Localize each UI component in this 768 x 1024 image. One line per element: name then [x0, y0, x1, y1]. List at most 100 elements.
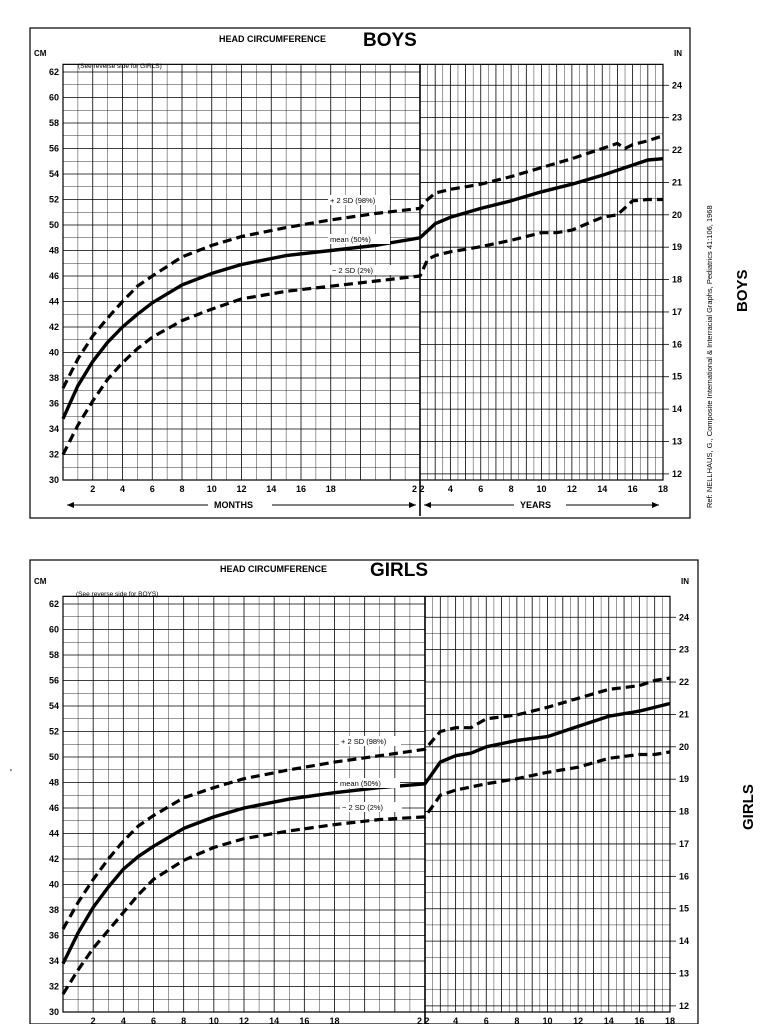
girls-in-tick-label: 18	[679, 807, 689, 817]
boys-month-tick-label: 18	[326, 484, 336, 494]
boys-cm-tick-label: 34	[49, 424, 59, 434]
boys-series-minus-2sd	[61, 197, 663, 456]
girls-cm-tick-label: 50	[49, 752, 59, 762]
boys-cm-tick-label: 62	[49, 67, 59, 77]
girls-cm-tick-label: 30	[49, 1007, 59, 1017]
boys-series-mean	[61, 157, 664, 420]
boys-side-label: BOYS	[734, 269, 751, 312]
girls-reverse-note: (See reverse side for BOYS)	[76, 591, 158, 598]
girls-year-tick-label: 6	[484, 1016, 489, 1024]
boys-in-tick-label: 16	[672, 339, 682, 349]
girls-month-tick-label: 14	[269, 1016, 279, 1024]
girls-title-prefix: HEAD CIRCUMFERENCE	[220, 564, 327, 574]
girls-right-unit: IN	[681, 577, 689, 586]
boys-series-plus-2sd	[61, 134, 664, 389]
boys-in-tick-label: 20	[672, 210, 682, 220]
boys-year-tick-label: 10	[536, 484, 546, 494]
boys-cm-tick-label: 32	[49, 450, 59, 460]
boys-cm-tick-label: 44	[49, 297, 59, 307]
girls-cm-tick-label: 40	[49, 880, 59, 890]
boys-year-tick-label: 8	[509, 484, 514, 494]
girls-cm-tick-label: 58	[49, 650, 59, 660]
boys-in-tick-label: 15	[672, 372, 682, 382]
boys-right-unit: IN	[674, 49, 682, 58]
boys-head-circumference-chart: HEAD CIRCUMFERENCE BOYS (See reverse sid…	[29, 27, 691, 519]
boys-outer-frame	[29, 27, 691, 519]
boys-cm-tick-label: 36	[49, 399, 59, 409]
boys-cm-ticks: 30 32 34 36 38 40 42 44 46 48 50 52 54 56 58 60 62	[49, 67, 59, 485]
boys-in-tick-label: 18	[672, 275, 682, 285]
boys-months-label: MONTHS	[214, 500, 253, 510]
boys-cm-tick-label: 52	[49, 195, 59, 205]
boys-frame	[29, 27, 691, 519]
boys-in-tick-label: 24	[672, 80, 682, 90]
girls-cm-tick-label: 60	[49, 625, 59, 635]
boys-title-main: BOYS	[363, 30, 417, 51]
girls-in-tick-label: 16	[679, 871, 689, 881]
girls-cm-tick-label: 36	[49, 931, 59, 941]
boys-curve-label-bg	[328, 234, 390, 244]
girls-in-tick-label: 13	[679, 968, 689, 978]
boys-series	[61, 134, 664, 456]
boys-cm-tick-label: 38	[49, 373, 59, 383]
girls-month-tick-label: 12	[239, 1016, 249, 1024]
years-arrow-head-right	[652, 502, 659, 508]
boys-month-tick-label: 6	[150, 484, 155, 494]
girls-outer-frame	[29, 559, 699, 1024]
boys-month-tick-label: 2	[90, 484, 95, 494]
girls-side-label: GIRLS	[740, 784, 757, 830]
boys-year-tick-label: 4	[448, 484, 453, 494]
girls-in-tick-label: 23	[679, 645, 689, 655]
years-arrow-head-left	[424, 502, 431, 508]
girls-series-mean	[61, 701, 671, 965]
girls-curve-label-bg	[339, 736, 401, 746]
girls-in-tick-label: 19	[679, 774, 689, 784]
boys-year-tick-label: 6	[478, 484, 483, 494]
girls-in-tick-label: 24	[679, 612, 689, 622]
boys-cm-tick-label: 50	[49, 220, 59, 230]
girls-x-ticks: 2 4 6 8 10 12 14 16 18 2 4 6 8 10 12 14 16 18 2	[91, 1016, 675, 1024]
girls-cm-tick-label: 56	[49, 676, 59, 686]
boys-cm-tick-label: 48	[49, 246, 59, 256]
girls-in-tick-label: 20	[679, 742, 689, 752]
girls-curve-label-minus-2sd: − 2 SD (2%)	[342, 803, 384, 812]
girls-month-tick-label: 10	[209, 1016, 219, 1024]
girls-month-tick-label: 18	[329, 1016, 339, 1024]
girls-cm-tick-label: 44	[49, 829, 59, 839]
girls-series-plus-2sd	[61, 676, 671, 930]
girls-year-tick-label: 10	[542, 1016, 552, 1024]
girls-cm-tick-label: 32	[49, 982, 59, 992]
girls-curve-label-mean: mean (50%)	[340, 779, 381, 788]
girls-cm-tick-label: 46	[49, 803, 59, 813]
girls-in-tick-label: 17	[679, 839, 689, 849]
girls-in-ticks: 12 13 14 15 16 17 18 19 20 21 22 23 24	[670, 612, 689, 1011]
girls-in-tick-label: 12	[679, 1001, 689, 1011]
boys-curve-label-plus-2sd: + 2 SD (98%)	[330, 196, 376, 205]
girls-in-tick-label: 21	[679, 709, 689, 719]
girls-year-tick-label: 4	[453, 1016, 458, 1024]
boys-cm-tick-label: 54	[49, 169, 59, 179]
boys-month-tick-label: 14	[266, 484, 276, 494]
boys-curve-label-bg	[328, 195, 390, 205]
boys-axis-arrows	[67, 502, 659, 508]
girls-curve-label-plus-2sd: + 2 SD (98%)	[341, 737, 387, 746]
girls-curve-label-bg	[338, 778, 400, 788]
stray-mark: '	[10, 768, 12, 779]
boys-cm-tick-label: 30	[49, 475, 59, 485]
boys-plot-frame	[62, 63, 664, 481]
boys-in-tick-label: 21	[672, 177, 682, 187]
girls-title-main: GIRLS	[370, 560, 428, 581]
girls-left-unit: CM	[34, 577, 47, 586]
boys-curve-label-mean: mean (50%)	[330, 235, 371, 244]
boys-cm-tick-label: 56	[49, 144, 59, 154]
boys-in-ticks: 12 13 14 15 16 17 18 19 20 21 22 23 24	[663, 80, 682, 479]
girls-head-circumference-chart: HEAD CIRCUMFERENCE GIRLS (See reverse si…	[29, 559, 699, 1024]
girls-cm-tick-label: 52	[49, 727, 59, 737]
girls-year-tick-label: 8	[514, 1016, 519, 1024]
boys-cm-tick-label: 60	[49, 93, 59, 103]
girls-cm-tick-label: 34	[49, 956, 59, 966]
girls-in-tick-label: 14	[679, 936, 689, 946]
boys-month-tick-label: 4	[120, 484, 125, 494]
girls-month-tick-label: 2	[417, 1016, 422, 1024]
